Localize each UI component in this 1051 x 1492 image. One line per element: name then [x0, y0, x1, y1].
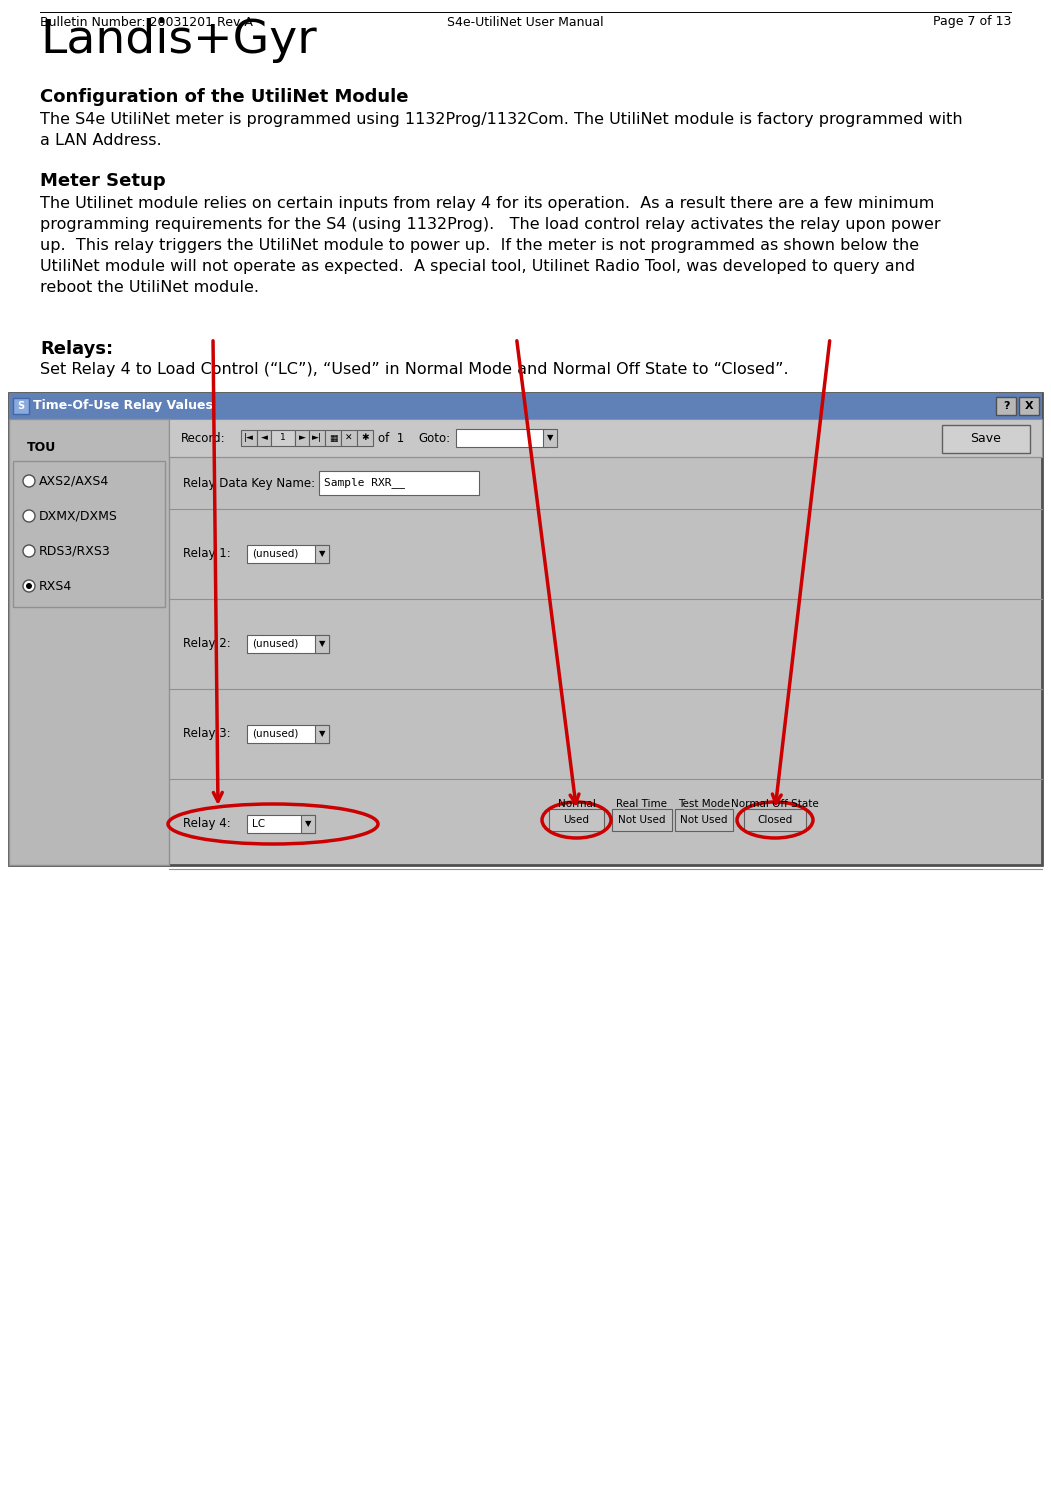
Bar — [309, 430, 325, 446]
Bar — [744, 809, 806, 831]
Text: Not Used: Not Used — [618, 815, 665, 825]
Bar — [241, 430, 257, 446]
Text: AXS2/AXS4: AXS2/AXS4 — [39, 474, 109, 488]
Bar — [13, 461, 165, 607]
Bar — [9, 392, 1042, 419]
Text: Normal Off State: Normal Off State — [731, 800, 819, 809]
Text: |◄: |◄ — [244, 434, 254, 443]
Bar — [9, 392, 1042, 865]
Text: S4e-UtiliNet User Manual: S4e-UtiliNet User Manual — [447, 15, 604, 28]
Bar — [295, 430, 309, 446]
Circle shape — [23, 510, 35, 522]
Text: Configuration of the UtiliNet Module: Configuration of the UtiliNet Module — [40, 88, 409, 106]
Text: ▼: ▼ — [318, 640, 325, 649]
Bar — [301, 815, 315, 833]
Bar — [169, 419, 1042, 457]
Bar — [325, 430, 341, 446]
Text: ►|: ►| — [312, 434, 322, 443]
Text: ▼: ▼ — [318, 549, 325, 558]
Circle shape — [23, 474, 35, 486]
Text: Relays:: Relays: — [40, 340, 114, 358]
Text: ▼: ▼ — [318, 730, 325, 739]
Text: (unused): (unused) — [252, 549, 298, 560]
Text: (unused): (unused) — [252, 639, 298, 649]
Text: Page 7 of 13: Page 7 of 13 — [932, 15, 1011, 28]
Bar — [320, 471, 479, 495]
Text: of  1: of 1 — [378, 431, 405, 445]
Circle shape — [26, 583, 32, 589]
Text: Set Relay 4 to Load Control (“LC”), “Used” in Normal Mode and Normal Off State t: Set Relay 4 to Load Control (“LC”), “Use… — [40, 363, 788, 377]
Bar — [1019, 397, 1039, 415]
Text: X: X — [1025, 401, 1033, 410]
Text: RDS3/RXS3: RDS3/RXS3 — [39, 545, 110, 558]
Bar — [357, 430, 373, 446]
Text: ?: ? — [1003, 401, 1009, 410]
Bar — [13, 398, 29, 413]
Bar — [543, 430, 557, 448]
Text: Used: Used — [563, 815, 590, 825]
Text: Relay 3:: Relay 3: — [183, 728, 230, 740]
Text: TOU: TOU — [27, 442, 57, 454]
Text: ▼: ▼ — [305, 819, 311, 828]
Bar — [247, 725, 329, 743]
Text: 1: 1 — [281, 434, 286, 443]
Bar — [257, 430, 271, 446]
Bar — [341, 430, 357, 446]
Bar — [271, 430, 295, 446]
Text: LC: LC — [252, 819, 265, 830]
Text: Goto:: Goto: — [418, 431, 450, 445]
Text: The Utilinet module relies on certain inputs from relay 4 for its operation.  As: The Utilinet module relies on certain in… — [40, 195, 941, 295]
Text: (unused): (unused) — [252, 730, 298, 739]
Circle shape — [23, 580, 35, 592]
Bar — [942, 425, 1030, 454]
Text: Bulletin Number: 20031201 Rev A: Bulletin Number: 20031201 Rev A — [40, 15, 253, 28]
Text: Test Mode: Test Mode — [678, 800, 730, 809]
Bar — [247, 815, 315, 833]
Text: The S4e UtiliNet meter is programmed using 1132Prog/1132Com. The UtiliNet module: The S4e UtiliNet meter is programmed usi… — [40, 112, 963, 148]
Text: DXMX/DXMS: DXMX/DXMS — [39, 509, 118, 522]
Text: Relay 2:: Relay 2: — [183, 637, 231, 651]
Bar — [456, 430, 547, 448]
Text: ◄: ◄ — [261, 434, 267, 443]
Text: Real Time: Real Time — [617, 800, 667, 809]
Text: Not Used: Not Used — [680, 815, 727, 825]
Bar — [247, 636, 329, 653]
Text: Meter Setup: Meter Setup — [40, 172, 166, 189]
Text: S: S — [18, 401, 24, 410]
Bar — [9, 419, 169, 865]
Text: Normal: Normal — [558, 800, 596, 809]
Bar — [315, 725, 329, 743]
Text: ▦: ▦ — [329, 434, 337, 443]
Bar — [315, 636, 329, 653]
Bar — [996, 397, 1016, 415]
Text: ✱: ✱ — [362, 434, 369, 443]
Bar — [612, 809, 672, 831]
Bar — [247, 545, 329, 562]
Text: Landis+Gyr: Landis+Gyr — [40, 18, 316, 63]
Text: Relay 1:: Relay 1: — [183, 548, 231, 561]
Text: ►: ► — [298, 434, 306, 443]
Bar — [549, 809, 604, 831]
Text: Closed: Closed — [758, 815, 792, 825]
Text: Relay Data Key Name:: Relay Data Key Name: — [183, 476, 315, 489]
Text: ▼: ▼ — [547, 434, 553, 443]
Text: Save: Save — [970, 433, 1002, 446]
Text: Time-Of-Use Relay Values: Time-Of-Use Relay Values — [33, 400, 213, 412]
Bar — [675, 809, 733, 831]
Text: RXS4: RXS4 — [39, 579, 73, 592]
Text: Relay 4:: Relay 4: — [183, 818, 231, 831]
Bar — [315, 545, 329, 562]
Text: Sample RXR__: Sample RXR__ — [324, 477, 405, 488]
Text: ✕: ✕ — [345, 434, 353, 443]
Text: Record:: Record: — [181, 431, 226, 445]
Circle shape — [23, 545, 35, 557]
